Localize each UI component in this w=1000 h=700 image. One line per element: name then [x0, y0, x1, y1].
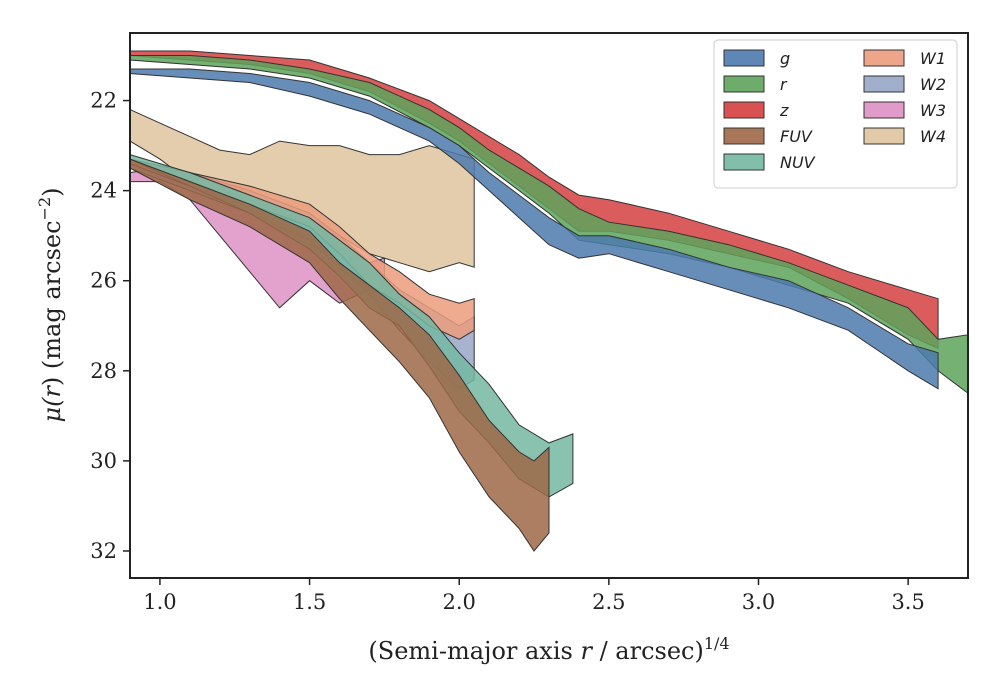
legend-label: W3 [920, 101, 946, 120]
axis-ticks: 1.0 1.5 2.0 2.5 3.0 3.5 22 24 26 28 30 32 [90, 89, 925, 614]
legend-swatch [723, 153, 765, 171]
legend-item-w1: W1 [863, 49, 946, 68]
x-tick-label: 1.5 [293, 590, 326, 614]
legend-swatch [863, 75, 905, 93]
y-tick-label: 30 [90, 449, 117, 473]
legend-swatch [863, 49, 905, 67]
legend-item-g: g [723, 49, 790, 68]
legend-swatch [723, 101, 765, 119]
legend-label: NUV [780, 153, 816, 172]
legend-swatch [863, 127, 905, 145]
legend-label: W4 [920, 127, 946, 146]
legend-swatch [723, 75, 765, 93]
x-axis-label-rest: / arcsec) [592, 637, 704, 665]
legend-item-fuv: FUV [723, 127, 813, 146]
legend-item-z: z [723, 101, 789, 120]
y-tick-label: 22 [90, 89, 117, 113]
x-tick-label: 2.0 [443, 590, 476, 614]
y-tick-label: 26 [90, 269, 117, 293]
y-axis-label-sup: −2 [35, 197, 54, 221]
legend-swatch [723, 49, 765, 67]
x-tick-label: 2.5 [592, 590, 625, 614]
series-band-fuv [129, 158, 550, 552]
legend-label: W1 [920, 49, 946, 68]
y-axis-label-mid: ) (mag arcsec [38, 220, 66, 386]
y-axis-label-var: r [38, 385, 66, 398]
series-band-g [129, 68, 939, 390]
legend-label: r [780, 75, 788, 94]
y-tick-label: 28 [90, 359, 117, 383]
y-tick-label: 24 [90, 179, 117, 203]
legend-item-r: r [723, 75, 788, 94]
plot-frame [129, 32, 969, 579]
legend-label: FUV [780, 127, 813, 146]
series-bands [129, 50, 969, 552]
x-axis-label: (Semi-major axis r / arcsec)1/4 [368, 634, 729, 665]
y-axis-label-pre: μ( [38, 397, 66, 423]
x-axis-label-sup: 1/4 [704, 634, 730, 653]
legend-item-w2: W2 [863, 75, 946, 94]
legend-label: g [780, 49, 790, 68]
x-tick-label: 3.0 [742, 590, 775, 614]
y-axis-label: μ(r) (mag arcsec−2) [35, 187, 66, 422]
legend-swatch [863, 101, 905, 119]
x-axis-label-main: (Semi-major axis [368, 637, 580, 665]
y-axis-label-post: ) [38, 187, 66, 196]
x-tick-label: 1.0 [143, 590, 176, 614]
x-tick-label: 3.5 [891, 590, 924, 614]
legend-item-nuv: NUV [723, 153, 816, 172]
legend-label: W2 [920, 75, 946, 94]
legend-label: z [779, 101, 789, 120]
y-tick-label: 32 [90, 539, 117, 563]
x-axis-label-var: r [580, 637, 593, 665]
legend-swatch [723, 127, 765, 145]
legend-item-w4: W4 [863, 127, 946, 146]
legend: grz FUV NUV W1 W2 W3 W4 [713, 39, 958, 189]
legend-item-w3: W3 [863, 101, 946, 120]
